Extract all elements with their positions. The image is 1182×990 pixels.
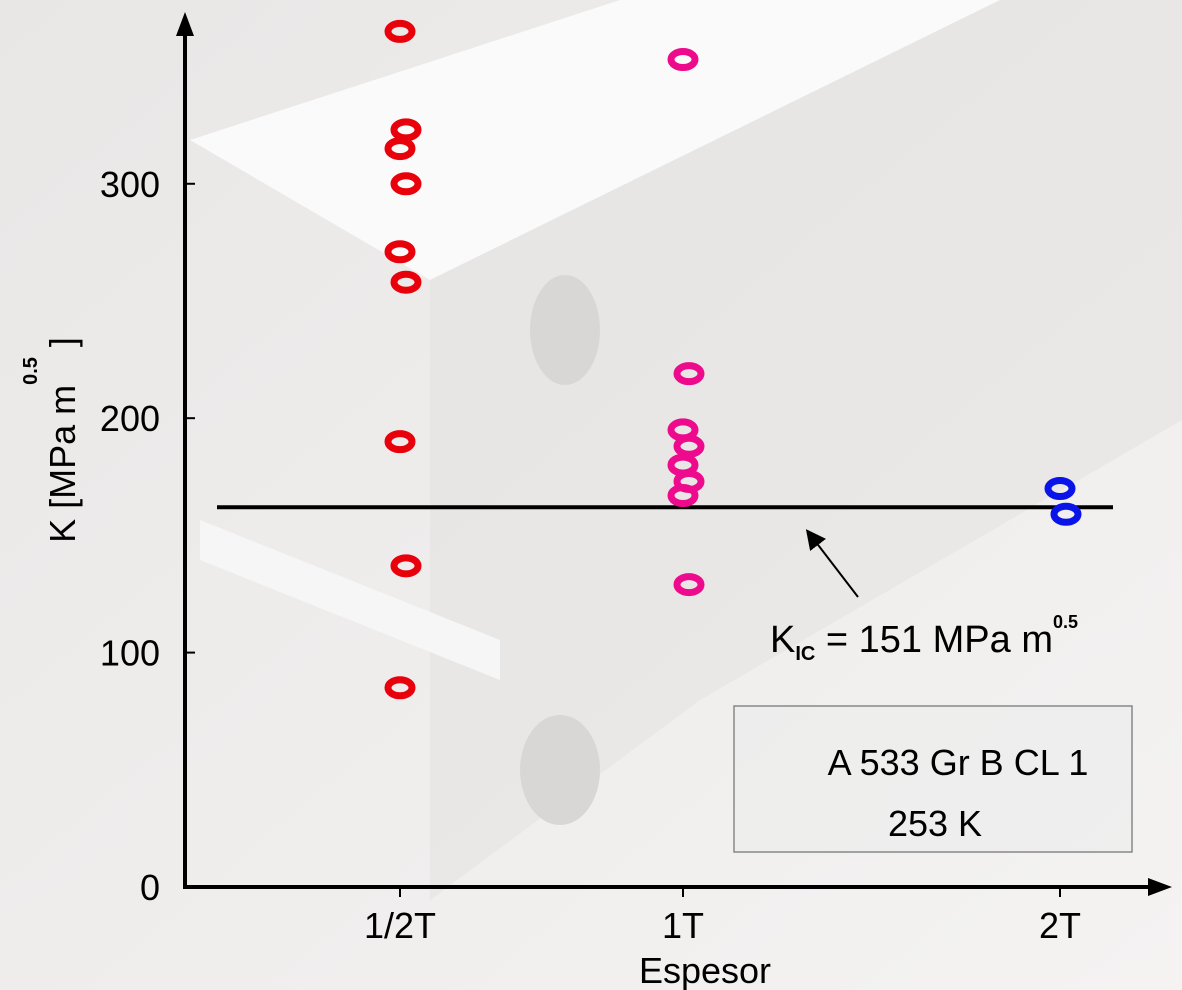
point	[390, 554, 422, 578]
background-shape	[530, 275, 600, 385]
point	[384, 137, 416, 161]
annotation-sub: IC	[795, 643, 815, 665]
background-shape	[200, 520, 500, 680]
box-line: A 533 Gr B CL 1	[828, 742, 1089, 783]
y-axis-arrow	[176, 12, 194, 36]
background-shape	[190, 0, 1000, 280]
y-tick-label: 0	[140, 867, 160, 908]
y-axis-label: K [MPa m0.5]	[20, 337, 83, 543]
background-shape	[520, 715, 600, 825]
point	[390, 270, 422, 294]
x-tick-label: 1/2T	[364, 905, 436, 946]
annotation-main: K	[770, 619, 795, 661]
background-shape	[430, 0, 1182, 900]
x-axis-label: Espesor	[639, 950, 771, 990]
point	[390, 118, 422, 142]
annotation-arrow	[805, 529, 859, 598]
annotation-text: = 151 MPa m	[815, 619, 1053, 661]
y-label-end: ]	[42, 337, 83, 347]
y-label-sup: 0.5	[20, 357, 42, 385]
annotation: KIC = 151 MPa m0.5	[770, 612, 1078, 665]
point	[1050, 502, 1082, 526]
y-tick-label: 300	[100, 164, 160, 205]
x-tick-label: 1T	[662, 905, 704, 946]
x-axis-arrow	[1148, 878, 1172, 896]
point	[673, 434, 705, 458]
annotation-sup: 0.5	[1053, 612, 1078, 632]
y-label-text: K [MPa m	[42, 385, 83, 543]
point	[384, 430, 416, 454]
point	[667, 484, 699, 508]
point	[384, 676, 416, 700]
y-tick-label: 200	[100, 398, 160, 439]
y-tick-label: 100	[100, 633, 160, 674]
point	[673, 362, 705, 386]
point	[384, 19, 416, 43]
box-line: 253 K	[888, 803, 982, 844]
point	[390, 172, 422, 196]
point	[384, 240, 416, 264]
x-tick-label: 2T	[1039, 905, 1081, 946]
point	[1044, 477, 1076, 501]
info-box	[733, 705, 1133, 853]
point	[673, 573, 705, 597]
point	[667, 48, 699, 72]
